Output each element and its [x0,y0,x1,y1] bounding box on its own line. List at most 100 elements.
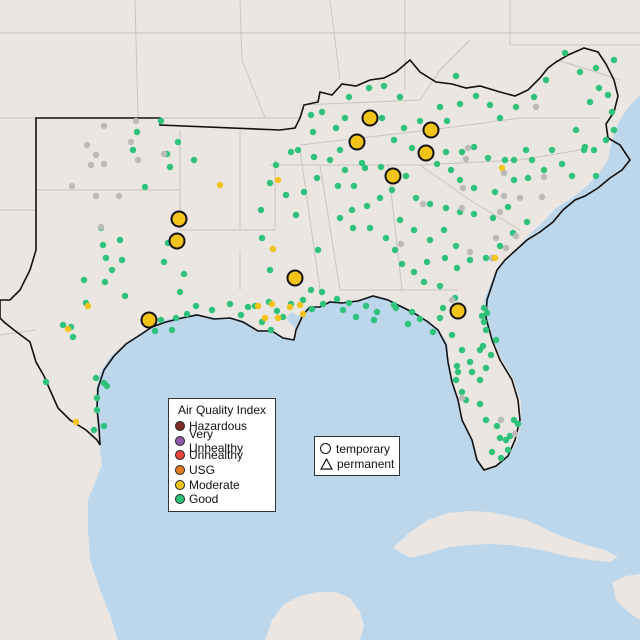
good-monitor-dot[interactable] [192,302,200,310]
moderate-monitor-dot[interactable] [72,418,80,426]
no-data-monitor-dot[interactable] [87,161,95,169]
good-monitor-dot[interactable] [404,320,412,328]
good-monitor-dot[interactable] [332,124,340,132]
good-monitor-dot[interactable] [468,368,476,376]
good-monitor-dot[interactable] [363,202,371,210]
good-monitor-dot[interactable] [466,358,474,366]
no-data-monitor-dot[interactable] [516,194,524,202]
no-data-monitor-dot[interactable] [92,192,100,200]
good-monitor-dot[interactable] [326,156,334,164]
temporary-moderate-monitor[interactable] [286,269,304,287]
good-monitor-dot[interactable] [476,376,484,384]
no-data-monitor-dot[interactable] [496,208,504,216]
good-monitor-dot[interactable] [388,186,396,194]
moderate-monitor-dot[interactable] [286,303,294,311]
good-monitor-dot[interactable] [272,161,280,169]
good-monitor-dot[interactable] [258,234,266,242]
no-data-monitor-dot[interactable] [100,122,108,130]
good-monitor-dot[interactable] [160,258,168,266]
good-monitor-dot[interactable] [456,100,464,108]
good-monitor-dot[interactable] [410,268,418,276]
good-monitor-dot[interactable] [90,426,98,434]
good-monitor-dot[interactable] [482,364,490,372]
no-data-monitor-dot[interactable] [458,394,466,402]
good-monitor-dot[interactable] [341,114,349,122]
moderate-monitor-dot[interactable] [64,325,72,333]
good-monitor-dot[interactable] [442,148,450,156]
good-monitor-dot[interactable] [608,108,616,116]
no-data-monitor-dot[interactable] [497,416,505,424]
good-monitor-dot[interactable] [592,64,600,72]
good-monitor-dot[interactable] [377,163,385,171]
no-data-monitor-dot[interactable] [500,192,508,200]
good-monitor-dot[interactable] [392,304,400,312]
good-monitor-dot[interactable] [482,254,490,262]
good-monitor-dot[interactable] [100,422,108,430]
good-monitor-dot[interactable] [99,241,107,249]
good-monitor-dot[interactable] [590,146,598,154]
good-monitor-dot[interactable] [267,326,275,334]
good-monitor-dot[interactable] [452,72,460,80]
good-monitor-dot[interactable] [484,154,492,162]
good-monitor-dot[interactable] [454,368,462,376]
good-monitor-dot[interactable] [80,276,88,284]
good-monitor-dot[interactable] [595,84,603,92]
good-monitor-dot[interactable] [151,327,159,335]
good-monitor-dot[interactable] [334,182,342,190]
good-monitor-dot[interactable] [482,326,490,334]
good-monitor-dot[interactable] [453,362,461,370]
moderate-monitor-dot[interactable] [498,164,506,172]
moderate-monitor-dots[interactable] [64,164,506,426]
good-monitor-dot[interactable] [190,156,198,164]
good-monitor-dot[interactable] [382,234,390,242]
good-monitor-dot[interactable] [208,306,216,314]
good-monitor-dot[interactable] [42,378,50,386]
moderate-monitor-dot[interactable] [491,254,499,262]
good-monitor-dot[interactable] [266,179,274,187]
good-monitor-dot[interactable] [319,300,327,308]
good-monitor-dot[interactable] [440,226,448,234]
no-data-monitor-dot[interactable] [462,155,470,163]
good-monitor-dot[interactable] [226,300,234,308]
good-monitor-dot[interactable] [442,204,450,212]
good-monitor-dot[interactable] [257,206,265,214]
good-monitor-dot[interactable] [470,210,478,218]
good-monitor-dot[interactable] [496,114,504,122]
good-monitor-dot[interactable] [378,114,386,122]
good-monitor-dot[interactable] [118,256,126,264]
good-monitor-dot[interactable] [310,153,318,161]
temporary-moderate-monitor[interactable] [140,311,158,329]
good-monitor-dot[interactable] [586,98,594,106]
good-monitor-dots[interactable] [42,49,618,462]
good-monitor-dot[interactable] [476,400,484,408]
good-monitor-dot[interactable] [472,92,480,100]
moderate-monitor-dot[interactable] [269,245,277,253]
good-monitor-dot[interactable] [133,128,141,136]
moderate-monitor-dot[interactable] [274,314,282,322]
good-monitor-dot[interactable] [610,126,618,134]
no-data-monitor-dot[interactable] [540,173,548,181]
good-monitor-dot[interactable] [365,84,373,92]
good-monitor-dot[interactable] [542,76,550,84]
good-monitor-dot[interactable] [492,336,500,344]
good-monitor-dot[interactable] [452,376,460,384]
good-monitor-dot[interactable] [416,315,424,323]
moderate-monitor-dot[interactable] [254,302,262,310]
good-monitor-dot[interactable] [456,176,464,184]
good-monitor-dot[interactable] [522,146,530,154]
temporary-moderate-monitor[interactable] [170,210,188,228]
good-monitor-dot[interactable] [348,206,356,214]
no-data-monitor-dot[interactable] [502,244,510,252]
good-monitor-dot[interactable] [121,292,129,300]
no-data-monitor-dot[interactable] [127,138,135,146]
moderate-monitor-dot[interactable] [296,301,304,309]
good-monitor-dot[interactable] [396,93,404,101]
good-monitor-dot[interactable] [423,258,431,266]
good-monitor-dot[interactable] [452,242,460,250]
good-monitor-dot[interactable] [237,311,245,319]
good-monitor-dot[interactable] [487,351,495,359]
good-monitor-dot[interactable] [172,314,180,322]
good-monitor-dot[interactable] [309,128,317,136]
good-monitor-dot[interactable] [514,420,522,428]
good-monitor-dot[interactable] [266,266,274,274]
